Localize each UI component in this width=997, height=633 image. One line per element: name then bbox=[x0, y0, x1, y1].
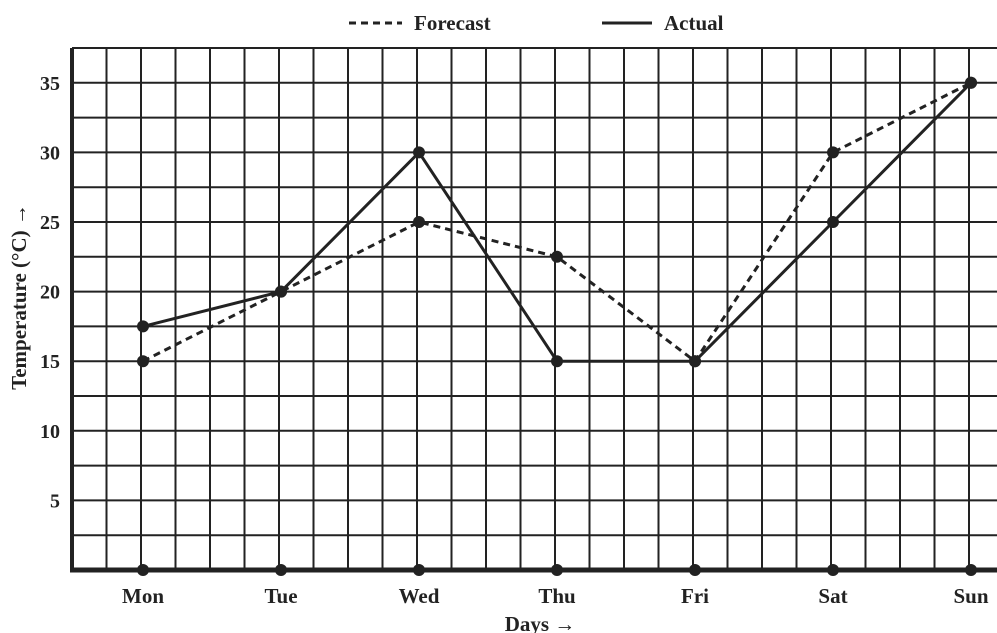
legend: Forecast Actual bbox=[349, 11, 724, 35]
x-axis-dot bbox=[137, 564, 149, 576]
x-axis-dot bbox=[827, 564, 839, 576]
data-point-actual bbox=[689, 355, 701, 368]
data-point-actual bbox=[413, 146, 425, 159]
y-tick-label: 20 bbox=[40, 282, 60, 304]
data-point-actual bbox=[965, 76, 977, 89]
data-point-forecast bbox=[551, 250, 563, 263]
x-axis-title: Days → bbox=[505, 612, 576, 633]
x-tick-label: Thu bbox=[538, 584, 576, 608]
x-tick-label: Mon bbox=[122, 584, 164, 608]
legend-forecast-label: Forecast bbox=[414, 11, 491, 35]
x-axis-dot bbox=[551, 564, 563, 576]
y-tick-label: 5 bbox=[50, 490, 60, 512]
data-point-actual bbox=[275, 285, 287, 298]
data-point-actual bbox=[827, 216, 839, 228]
y-tick-label: 30 bbox=[40, 142, 60, 164]
x-axis-dot bbox=[689, 564, 701, 576]
x-axis-dot bbox=[965, 564, 977, 576]
data-point-forecast bbox=[137, 355, 149, 368]
data-points bbox=[137, 76, 977, 576]
data-point-forecast bbox=[413, 216, 425, 228]
grid bbox=[72, 47, 997, 571]
x-axis-dot bbox=[275, 564, 287, 576]
x-tick-label: Sat bbox=[818, 584, 847, 608]
y-tick-label: 10 bbox=[40, 421, 60, 443]
x-tick-label: Sun bbox=[953, 584, 988, 608]
y-tick-labels: 5 10 15 20 25 30 35 bbox=[40, 73, 60, 513]
axes bbox=[70, 48, 997, 573]
y-axis-title: Temperature (°C) → bbox=[7, 204, 31, 390]
x-tick-label: Tue bbox=[264, 584, 297, 608]
x-tick-label: Wed bbox=[399, 584, 440, 608]
data-point-actual bbox=[137, 320, 149, 333]
y-tick-label: 35 bbox=[40, 73, 60, 95]
x-tick-label: Fri bbox=[681, 584, 709, 608]
y-tick-label: 25 bbox=[40, 212, 60, 234]
x-tick-labels: Mon Tue Wed Thu Fri Sat Sun bbox=[122, 584, 989, 608]
data-point-actual bbox=[551, 355, 563, 368]
y-tick-label: 15 bbox=[40, 351, 60, 373]
x-axis-dot bbox=[413, 564, 425, 576]
data-point-forecast bbox=[827, 146, 839, 159]
legend-actual-label: Actual bbox=[664, 11, 724, 35]
